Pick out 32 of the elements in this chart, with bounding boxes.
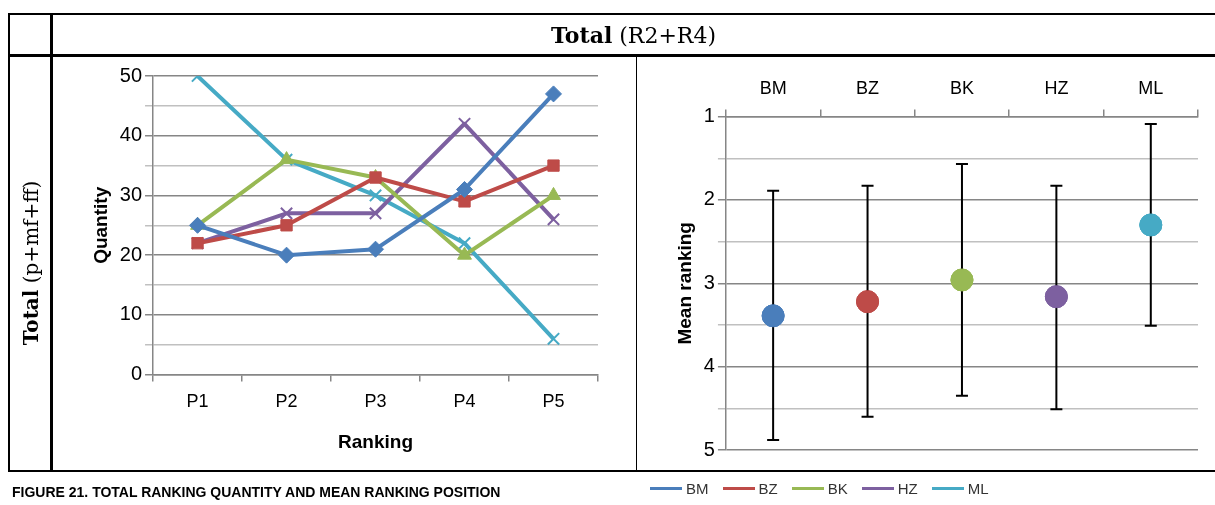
legend-label: ML bbox=[967, 480, 989, 497]
y-tick-label: 20 bbox=[119, 242, 143, 265]
caption: FIGURE 21. TOTAL RANKING QUANTITY AND MEAN RANKING POSITION bbox=[12, 484, 501, 500]
x-tick-label: BK bbox=[949, 77, 974, 98]
y-tick-label: 40 bbox=[119, 123, 143, 146]
x-tick-label: P1 bbox=[186, 391, 209, 412]
x-tick-label: P3 bbox=[364, 391, 387, 412]
y-tick-label: 0 bbox=[130, 362, 143, 385]
x-tick-label: HZ bbox=[1044, 77, 1069, 98]
legend-label: BZ bbox=[758, 480, 778, 497]
y-axis-title: Mean ranking bbox=[673, 222, 695, 345]
x-tick-label: BM bbox=[759, 77, 787, 98]
y-tick-label: 10 bbox=[119, 302, 143, 325]
x-tick-label: BZ bbox=[856, 77, 880, 98]
legend-label: BM bbox=[686, 480, 709, 497]
y-tick-label: 3 bbox=[703, 270, 715, 293]
y-tick-label: 1 bbox=[703, 104, 715, 127]
x-tick-label: P4 bbox=[453, 391, 476, 412]
legend-label: BK bbox=[827, 480, 848, 497]
y-axis-title: Quantity bbox=[89, 186, 111, 264]
text: Total (p+mf+ff) bbox=[19, 180, 43, 345]
y-tick-label: 2 bbox=[703, 187, 715, 210]
y-tick-label: 50 bbox=[119, 63, 143, 86]
y-tick-label: 4 bbox=[703, 354, 715, 377]
x-tick-label: P2 bbox=[275, 391, 298, 412]
x-axis-title: Ranking bbox=[338, 430, 413, 452]
y-tick-label: 30 bbox=[119, 182, 143, 205]
x-tick-label: ML bbox=[1138, 77, 1164, 98]
y-tick-label: 5 bbox=[703, 437, 715, 460]
x-tick-label: P5 bbox=[542, 391, 565, 412]
legend-label: HZ bbox=[897, 480, 918, 497]
chart-title: Total (R2+R4) bbox=[550, 21, 717, 50]
